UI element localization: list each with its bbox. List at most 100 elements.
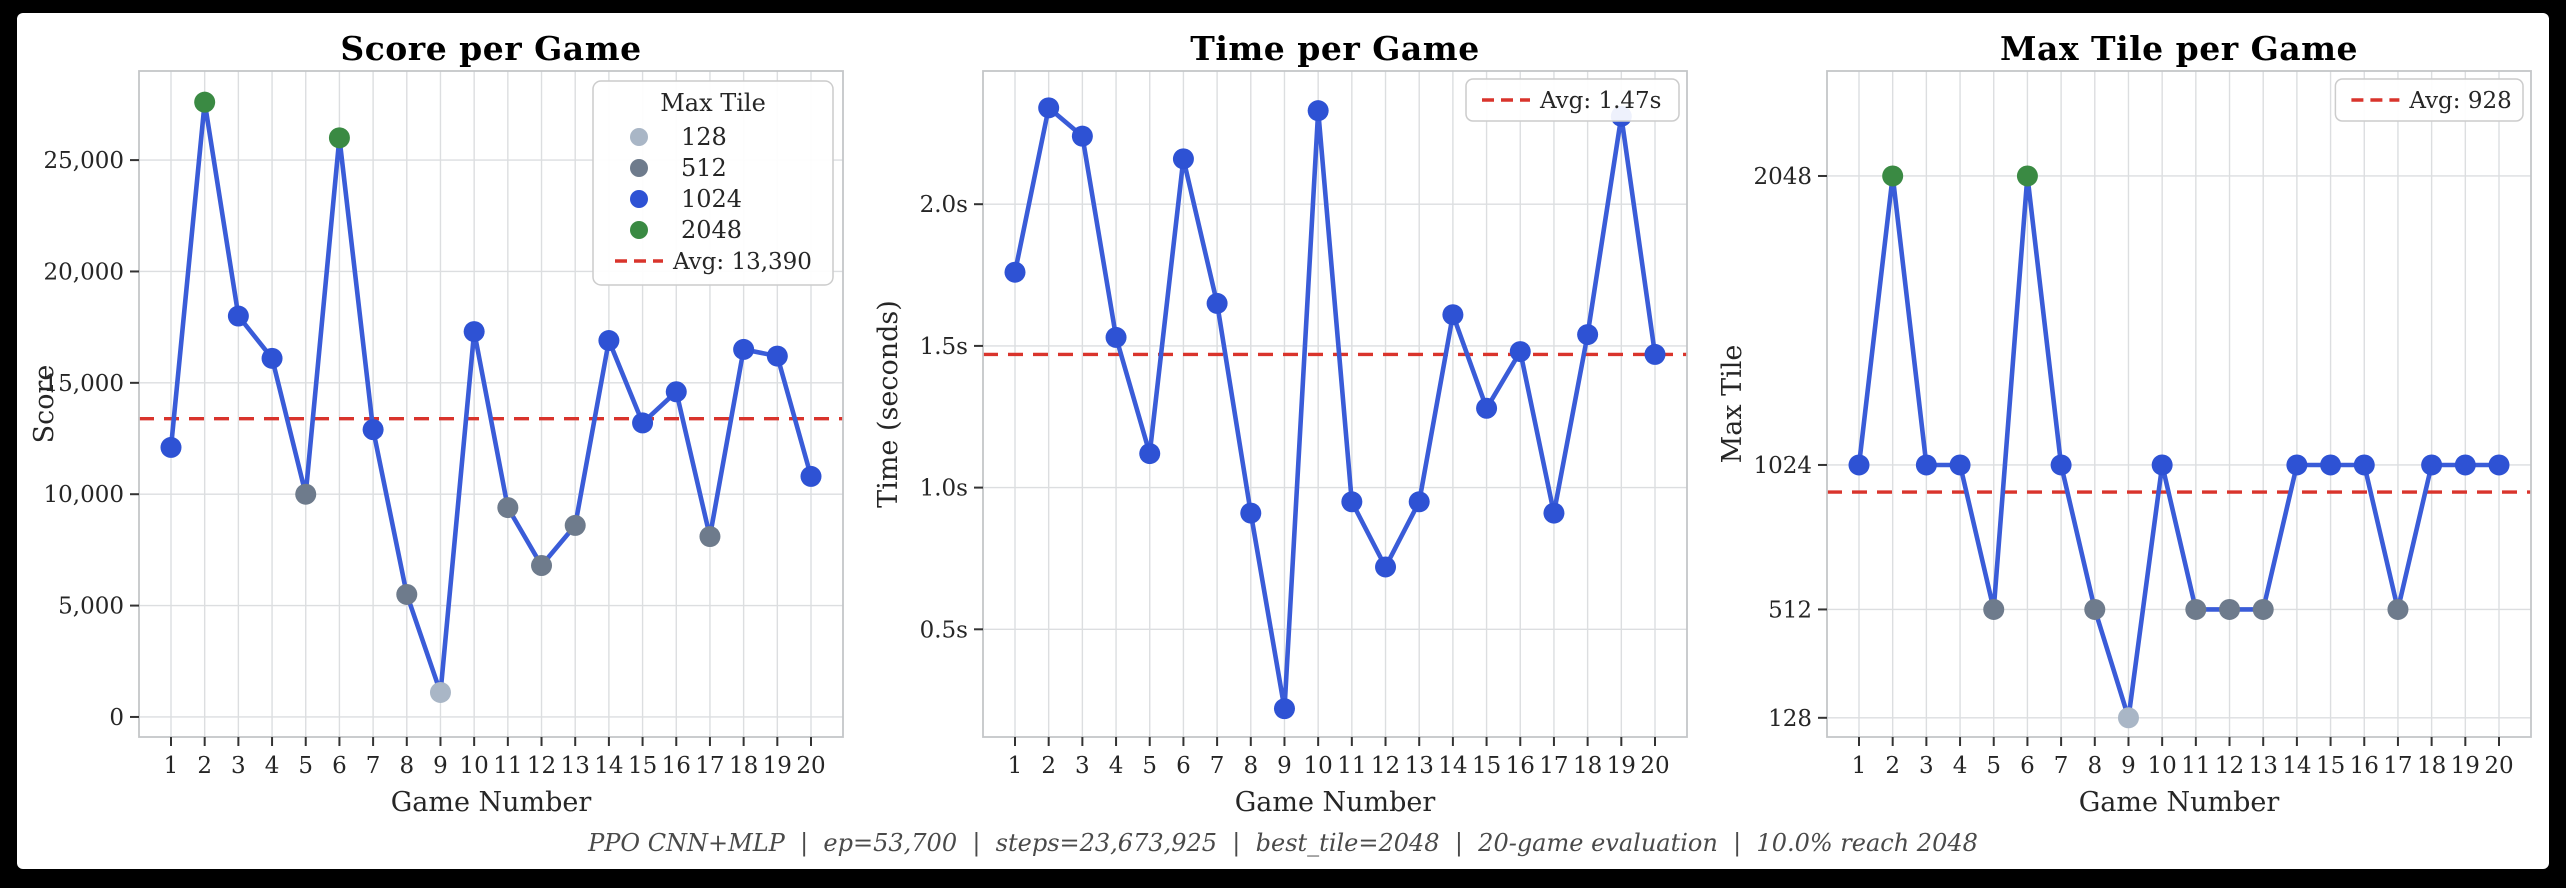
x-tick-label: 7: [2054, 753, 2069, 779]
x-tick-label: 14: [2282, 753, 2311, 779]
x-tick-label: 20: [796, 753, 825, 779]
legend-entry-label: 1024: [681, 185, 742, 213]
x-tick-label: 4: [1109, 753, 1124, 779]
legend-box: [592, 80, 834, 286]
data-point-game-4: [261, 347, 283, 369]
data-point-game-1: [1004, 261, 1026, 283]
data-point-game-13: [564, 514, 586, 536]
data-point-game-11: [1341, 491, 1363, 513]
tick-labels: 1 2 3 4 5 6 7 8 9 10 11 12 13 14 15 16 17 18 19 200.5s1.0s1…: [920, 192, 1670, 779]
x-tick-label: 9: [2121, 753, 2136, 779]
x-tick-label: 18: [729, 753, 758, 779]
data-point-game-3: [1915, 454, 1937, 476]
data-point-game-9: [2117, 707, 2139, 729]
legend-average-label: Avg: 13,390: [672, 249, 812, 275]
x-tick-label: 12: [2215, 753, 2244, 779]
tick-labels: 1 2 3 4 5 6 7 8 9 10 11 12 13 14 15 16 17 18 19 20128512102…: [1753, 164, 2513, 779]
legend-marker-128: [630, 128, 648, 146]
legend-entry-label: 128: [681, 123, 727, 151]
x-tick-label: 16: [662, 753, 691, 779]
y-tick-label: 5,000: [58, 594, 124, 620]
x-tick-label: 2: [1041, 753, 1056, 779]
x-tick-label: 6: [1176, 753, 1191, 779]
legend: Max Tile 128 512 1024 2048 Avg: 13,390: [592, 80, 834, 286]
x-tick-label: 3: [1075, 753, 1090, 779]
data-point-game-8: [2084, 598, 2106, 620]
data-point-game-20: [1644, 343, 1666, 365]
y-tick-label: 1.0s: [920, 476, 968, 502]
x-tick-label: 16: [1506, 753, 1535, 779]
time-plot-canvas: 1 2 3 4 5 6 7 8 9 10 11 12 13 14 15 16 17 18 19 200.5s1.0s1…: [873, 70, 1688, 818]
x-tick-label: 11: [493, 753, 522, 779]
data-point-game-18: [733, 338, 755, 360]
data-point-game-11: [497, 497, 519, 519]
x-tick-label: 19: [1607, 753, 1636, 779]
data-series-line: [1856, 173, 2502, 721]
x-tick-label: 19: [2451, 753, 2480, 779]
x-tick-label: 2: [197, 753, 212, 779]
x-tick-label: 12: [527, 753, 556, 779]
data-point-game-20: [800, 465, 822, 487]
data-point-game-8: [1240, 502, 1262, 524]
x-tick-label: 13: [2249, 753, 2278, 779]
data-point-game-14: [2286, 454, 2308, 476]
x-tick-label: 1: [1852, 753, 1867, 779]
data-point-game-2: [1038, 97, 1060, 119]
y-tick-label: 25,000: [44, 148, 124, 174]
axes-spines: [1826, 70, 2532, 738]
x-tick-label: 9: [1277, 753, 1292, 779]
y-axis-label: Score: [29, 365, 60, 444]
y-tick-label: 20,000: [44, 259, 124, 285]
data-point-game-2: [194, 91, 216, 113]
legend-title: Max Tile: [660, 89, 766, 117]
data-point-game-16: [665, 381, 687, 403]
data-series-line: [1012, 105, 1658, 712]
data-point-game-11: [2185, 598, 2207, 620]
x-tick-label: 11: [1337, 753, 1366, 779]
y-tick-label: 128: [1768, 706, 1812, 732]
data-point-game-7: [2050, 454, 2072, 476]
x-tick-label: 1: [164, 753, 179, 779]
y-tick-label: 0.5s: [920, 617, 968, 643]
legend-box: [1465, 78, 1680, 122]
data-point-game-17: [1543, 502, 1565, 524]
x-tick-label: 1: [1008, 753, 1023, 779]
x-tick-label: 8: [1243, 753, 1258, 779]
legend-average-label: Avg: 1.47s: [1539, 88, 1661, 114]
data-point-game-20: [2488, 454, 2510, 476]
data-point-game-10: [463, 321, 485, 343]
x-tick-label: 5: [298, 753, 313, 779]
tick-marks: [974, 203, 1656, 746]
x-tick-label: 18: [2417, 753, 2446, 779]
data-point-game-14: [1442, 304, 1464, 326]
tick-marks: [130, 159, 812, 746]
figure-frame: 1 2 3 4 5 6 7 8 9 10 11 12 13 14 15 16 17 18 19 20 0 5,000 10,…: [17, 13, 2549, 869]
legend-marker-1024: [630, 190, 648, 208]
x-tick-label: 3: [1919, 753, 1934, 779]
legend-average-label: Avg: 928: [2408, 88, 2511, 114]
y-axis-label: Time (seconds): [873, 300, 904, 508]
legend-entry-label: 512: [681, 154, 727, 182]
legend-marker-2048: [630, 221, 648, 239]
x-tick-label: 11: [2181, 753, 2210, 779]
gridlines: [139, 71, 843, 737]
legend-marker-512: [630, 159, 648, 177]
x-tick-label: 20: [2484, 753, 2513, 779]
x-tick-label: 19: [763, 753, 792, 779]
max-tile-plot-canvas: 1 2 3 4 5 6 7 8 9 10 11 12 13 14 15 16 17 18 19 20128512102…: [1717, 70, 2532, 818]
axes-spines: [138, 70, 844, 738]
y-tick-label: 15,000: [44, 371, 124, 397]
y-tick-label: 1.5s: [920, 334, 968, 360]
x-axis-label: Game Number: [1235, 787, 1436, 818]
x-tick-label: 4: [1953, 753, 1968, 779]
data-point-game-6: [1172, 148, 1194, 170]
data-point-game-17: [699, 526, 721, 548]
score-per-game-chart: 1 2 3 4 5 6 7 8 9 10 11 12 13 14 15 16 17 18 19 20 0 5,000 10,…: [17, 13, 861, 833]
data-point-game-12: [1375, 556, 1397, 578]
data-point-game-17: [2387, 598, 2409, 620]
tick-labels: 1 2 3 4 5 6 7 8 9 10 11 12 13 14 15 16 17 18 19 2005,00010,…: [44, 148, 826, 779]
x-tick-label: 13: [561, 753, 590, 779]
y-tick-label: 1024: [1753, 453, 1812, 479]
data-point-game-15: [632, 412, 654, 434]
data-point-game-4: [1105, 326, 1127, 348]
